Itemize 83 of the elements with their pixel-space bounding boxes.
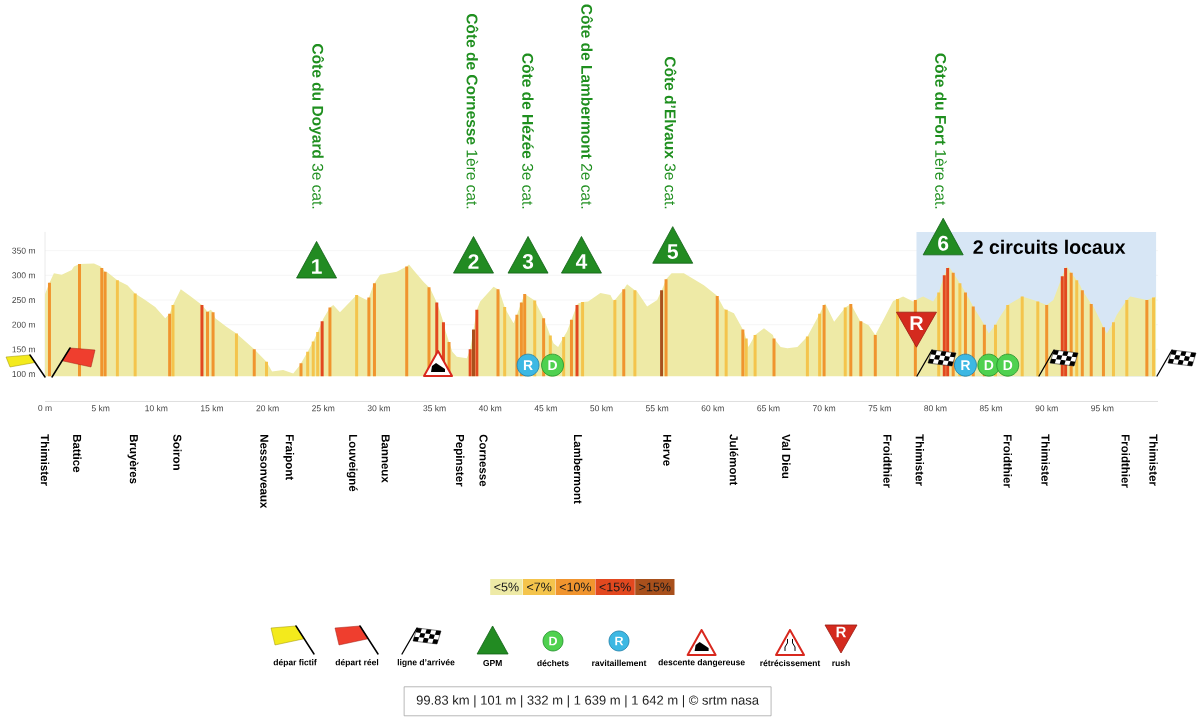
x-tick-label: 70 km	[812, 405, 836, 412]
text: ravitaillement	[592, 659, 647, 667]
text: Banneux	[381, 434, 390, 483]
text: déchets	[537, 659, 569, 667]
annotation: D	[1003, 360, 1013, 370]
text: Côte de Hézée 3e cat.	[522, 53, 534, 209]
text: Thimister	[1149, 434, 1158, 486]
x-tick-label: 95 km	[1091, 405, 1114, 412]
text: Froidthier	[1121, 434, 1130, 488]
y-tick-label: 100 m	[12, 371, 35, 378]
text: R	[836, 626, 847, 638]
x-tick-label: 80 km	[924, 405, 947, 412]
text: dépar fictif	[273, 658, 317, 667]
annotation: 4	[575, 254, 588, 269]
text: Côte du Fort 1ère cat.	[935, 53, 947, 209]
x-tick-label: 65 km	[757, 405, 780, 412]
text: <7%	[527, 582, 552, 592]
text: <5%	[494, 582, 519, 592]
annotation: R	[961, 360, 971, 370]
text: Val Dieu	[782, 434, 791, 479]
text: Côte de Cornesse 1ère cat.	[466, 13, 479, 209]
annotation: R	[523, 360, 533, 370]
annotation: 2	[468, 254, 479, 269]
text: Côte de Lambermont 2e cat.	[581, 4, 593, 209]
annotation: R	[910, 316, 924, 331]
x-tick-label: 55 km	[645, 405, 669, 412]
x-tick-label: 0 m	[38, 405, 52, 412]
text: ligne d’arrivée	[397, 658, 455, 667]
annotation: 3	[522, 254, 534, 269]
y-tick-label: 200 m	[12, 321, 35, 328]
x-tick-label: 35 km	[423, 405, 446, 412]
x-tick-label: 60 km	[701, 405, 724, 412]
annotation: 6	[938, 235, 949, 251]
x-tick-label: 30 km	[367, 405, 390, 412]
band-label: 2 circuits locaux	[973, 239, 1126, 255]
text: Fraipont	[283, 434, 295, 481]
x-tick-label: 15 km	[201, 405, 223, 412]
text: Julémont	[729, 434, 739, 486]
y-tick-label: 150 m	[12, 346, 35, 353]
x-tick-label: 25 km	[312, 405, 335, 412]
text: Froidthier	[883, 434, 892, 488]
text: Soiron	[173, 434, 182, 470]
text: Battice	[73, 434, 82, 473]
text: <10%	[559, 582, 592, 592]
text: >15%	[639, 582, 671, 592]
text: Cornesse	[479, 434, 488, 487]
text: <15%	[599, 582, 631, 592]
text: rétrécissement	[760, 659, 821, 667]
x-tick-label: 10 km	[145, 405, 168, 412]
text: Herve	[663, 434, 672, 466]
text: Louveigné	[346, 434, 358, 492]
text: Côte d’Elvaux 3e cat.	[664, 57, 677, 209]
x-tick-label: 50 km	[590, 405, 613, 412]
text: Côte du Doyard 3e cat.	[309, 44, 324, 209]
annotation: 5	[667, 244, 678, 259]
text: Nessonveaux	[260, 434, 269, 509]
x-tick-label: 85 km	[979, 405, 1003, 412]
annotation: D	[548, 360, 557, 370]
text: descente dangereuse	[658, 659, 745, 667]
x-tick-label: 40 km	[478, 405, 502, 412]
x-tick-label: 90 km	[1035, 405, 1058, 412]
x-tick-label: 20 km	[256, 405, 279, 412]
text: Thimister	[1041, 434, 1050, 486]
x-tick-label: 75 km	[868, 405, 891, 412]
text: Pepinster	[453, 434, 465, 487]
x-tick-label: 45 km	[534, 405, 557, 412]
text: Froidthier	[1003, 434, 1012, 488]
text: départ réel	[335, 658, 379, 667]
annotation: 1	[312, 259, 322, 274]
annotation: D	[984, 360, 994, 370]
text: D	[549, 636, 557, 646]
text: rush	[832, 659, 850, 667]
text: Bruyères	[127, 434, 139, 484]
text: Thimister	[40, 434, 50, 486]
y-tick-label: 300 m	[12, 272, 35, 279]
text: R	[615, 636, 624, 646]
text: Lambermont	[573, 434, 583, 504]
text: GPM	[483, 659, 502, 666]
y-tick-label: 350 m	[12, 247, 35, 254]
y-tick-label: 250 m	[12, 296, 35, 303]
text: 99.83 km | 101 m | 332 m | 1 639 m | 1 642 m | © srtm nasa	[416, 695, 760, 708]
x-tick-label: 5 km	[91, 405, 110, 412]
text: Thimister	[915, 434, 925, 486]
